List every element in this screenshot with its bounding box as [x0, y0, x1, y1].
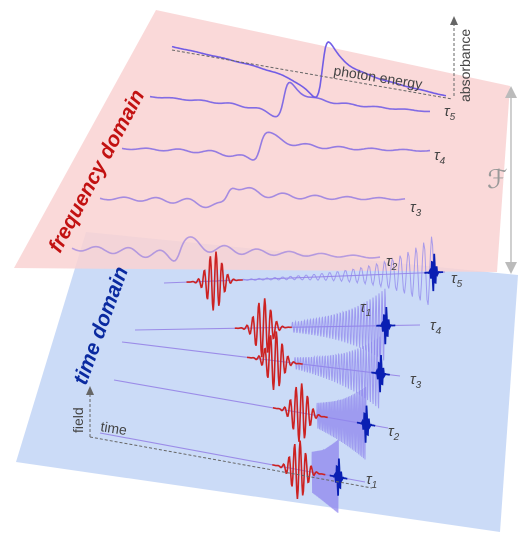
pump-pulse — [246, 331, 303, 390]
probe-pulse — [424, 253, 444, 292]
time-delay-label: τ4 — [430, 317, 442, 337]
time-axis — [89, 436, 373, 489]
fourier-symbol: ℱ — [487, 164, 507, 194]
time-delay-label: τ5 — [451, 270, 463, 290]
pump-pulse — [272, 383, 328, 442]
time-delay-label: τ1 — [366, 471, 377, 491]
frequency-delay-label: τ5 — [444, 103, 456, 123]
frequency-delay-label: τ1 — [360, 299, 371, 319]
field-axis-arrow-icon — [86, 386, 94, 395]
time-delay-label: τ2 — [388, 423, 400, 443]
fourier-arrow-down-icon — [505, 262, 517, 274]
absorbance-spectrum — [99, 186, 406, 209]
time-delay-label: τ3 — [410, 371, 422, 391]
fourier-arrow-up-icon — [505, 86, 517, 98]
polarization-wave — [293, 336, 381, 409]
pump-pulse — [186, 251, 243, 311]
absorbance-spectrum — [149, 81, 430, 118]
field-axis-label: field — [70, 407, 86, 433]
frequency-delay-label: τ3 — [410, 199, 422, 219]
absorbance-axis-arrow-icon — [450, 16, 458, 25]
probe-pulse — [356, 405, 376, 443]
absorbance-axis-label: absorbance — [457, 29, 473, 102]
absorbance-spectrum — [71, 236, 381, 262]
pump-pulse — [234, 298, 292, 358]
pump-pulse — [272, 440, 326, 499]
polarization-wave — [311, 439, 339, 513]
absorbance-spectrum — [121, 131, 431, 161]
time-domain-plane — [16, 232, 518, 532]
polarization-wave — [316, 386, 367, 460]
probe-pulse — [329, 458, 348, 496]
probe-pulse — [376, 306, 396, 345]
frequency-domain-spectra — [71, 40, 447, 262]
photon-energy-axis — [171, 49, 453, 100]
frequency-delay-label: τ4 — [434, 147, 446, 167]
probe-pulse — [371, 354, 390, 393]
absorbance-spectrum — [171, 40, 447, 99]
delay-labels: τ5 τ4 τ3 τ2 τ1 τ5 τ4 τ3 τ2 τ1 — [360, 103, 463, 491]
polarization-wave — [186, 236, 435, 306]
time-domain-traces — [99, 236, 446, 513]
time-axis-label: time — [100, 418, 129, 438]
frequency-delay-label: τ2 — [386, 253, 398, 273]
polarization-wave — [291, 288, 387, 361]
